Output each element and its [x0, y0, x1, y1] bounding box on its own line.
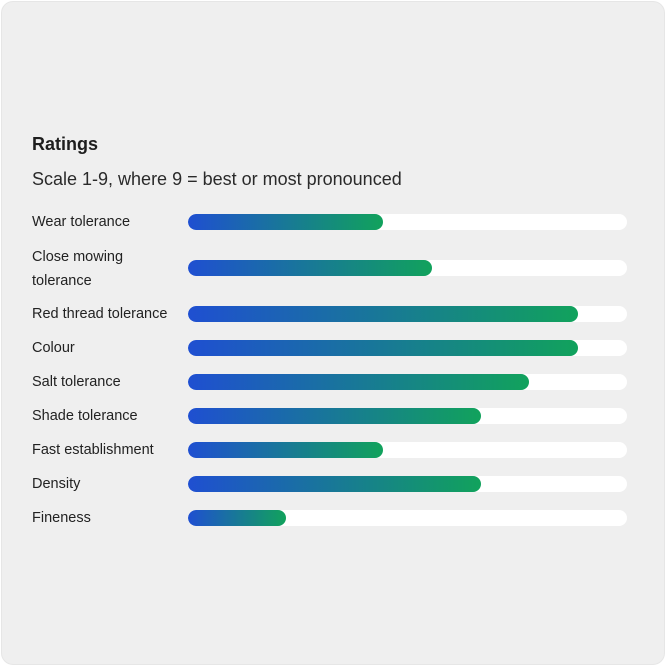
rating-bar-track: [188, 306, 627, 322]
rating-bar-fill: [188, 476, 481, 492]
rating-label: Red thread tolerance: [32, 306, 168, 322]
rating-bar-track: [188, 214, 627, 230]
rating-bar-track: [188, 374, 627, 390]
rating-label: Close mowing tolerance: [32, 249, 124, 289]
rating-bar-fill: [188, 260, 432, 276]
rating-bar-fill: [188, 374, 530, 390]
rating-label: Density: [32, 476, 81, 492]
rating-bar-fill: [188, 340, 579, 356]
rating-label: Wear tolerance: [32, 214, 131, 230]
rating-bar-track: [188, 260, 627, 276]
rating-label: Colour: [32, 340, 75, 356]
rating-label: Salt tolerance: [32, 374, 121, 390]
rating-bar-fill: [188, 214, 384, 230]
rating-label: Shade tolerance: [32, 408, 138, 424]
rating-bar-track: [188, 442, 627, 458]
card-title: Ratings: [32, 134, 99, 154]
rating-bar-fill: [188, 510, 286, 526]
rating-bar-track: [188, 340, 627, 356]
card-subtitle: Scale 1-9, where 9 = best or most pronou…: [32, 169, 402, 189]
rating-bar-track: [188, 476, 627, 492]
rating-label: Fast establishment: [32, 442, 154, 458]
rating-bar-fill: [188, 306, 579, 322]
rating-bar-track: [188, 510, 627, 526]
rating-bar-track: [188, 408, 627, 424]
rating-label: Fineness: [32, 510, 91, 526]
rating-bar-fill: [188, 408, 481, 424]
rating-bar-fill: [188, 442, 384, 458]
